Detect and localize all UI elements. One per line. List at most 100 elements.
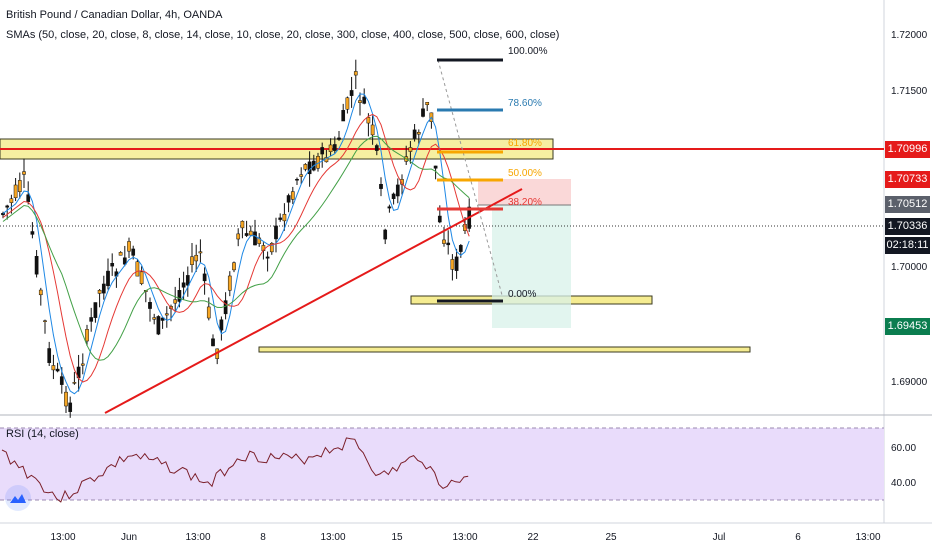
candle-body bbox=[450, 259, 455, 270]
candle-body bbox=[328, 144, 333, 152]
candle-body bbox=[64, 391, 68, 407]
candle-body bbox=[206, 306, 211, 319]
rsi-line bbox=[1, 437, 469, 503]
candle-body bbox=[5, 205, 10, 208]
candle-body bbox=[416, 131, 421, 135]
candle-body bbox=[59, 376, 64, 385]
candle-body bbox=[97, 289, 102, 294]
candle-body bbox=[412, 129, 417, 139]
candle-body bbox=[194, 254, 199, 262]
candle-body bbox=[127, 241, 131, 252]
candle-body bbox=[374, 145, 379, 151]
fib-label-50: 50.00% bbox=[508, 168, 542, 179]
time-label: 8 bbox=[260, 532, 266, 543]
time-label: 13:00 bbox=[320, 532, 345, 543]
stop-loss-box[interactable] bbox=[478, 179, 571, 205]
candle-body bbox=[106, 270, 110, 287]
time-label: Jul bbox=[713, 532, 726, 543]
time-axis[interactable]: 13:00 Jun 13:00 8 13:00 15 13:00 22 25 J… bbox=[50, 532, 880, 543]
candle-body bbox=[454, 256, 459, 271]
candle-body bbox=[345, 97, 350, 110]
candle-body bbox=[421, 108, 425, 117]
candle-body bbox=[72, 382, 77, 384]
time-label: 25 bbox=[605, 532, 617, 543]
fib-label-61: 61.80% bbox=[508, 138, 542, 149]
stop-price-tag: 1.70733 bbox=[885, 171, 930, 188]
candle-body bbox=[425, 101, 430, 105]
symbol-title[interactable]: British Pound / Canadian Dollar, 4h, OAN… bbox=[6, 9, 223, 21]
candle-body bbox=[80, 363, 85, 366]
candle-body bbox=[341, 110, 346, 122]
take-profit-box[interactable] bbox=[492, 205, 571, 328]
candle-body bbox=[253, 231, 257, 246]
candle-body bbox=[122, 257, 127, 265]
candle-body bbox=[442, 239, 446, 244]
time-label: 13:00 bbox=[855, 532, 880, 543]
candle-body bbox=[332, 144, 337, 151]
candle-body bbox=[391, 193, 396, 199]
target-price-tag: 1.69453 bbox=[885, 318, 930, 335]
candle-body bbox=[269, 243, 274, 253]
candle-body bbox=[408, 147, 413, 152]
last-price-tag: 1.70336 bbox=[885, 218, 930, 235]
candle-body bbox=[34, 256, 39, 275]
candle-body bbox=[211, 338, 215, 347]
candle-body bbox=[85, 329, 89, 342]
candle-body bbox=[13, 184, 18, 199]
candle-body bbox=[244, 233, 249, 236]
sma-line bbox=[2, 135, 470, 361]
candle-body bbox=[101, 283, 106, 294]
rsi-tick: 40.00 bbox=[891, 478, 916, 489]
fib-label-100: 100.00% bbox=[508, 46, 548, 57]
candle-body bbox=[240, 220, 245, 229]
candle-body bbox=[299, 174, 304, 177]
candle-body bbox=[110, 263, 115, 267]
time-label: 22 bbox=[527, 532, 539, 543]
candle-body bbox=[9, 198, 14, 203]
entry-price-tag: 1.70512 bbox=[885, 196, 930, 213]
rsi-band bbox=[0, 428, 884, 500]
candle-body bbox=[349, 90, 354, 96]
candle-body bbox=[337, 137, 341, 140]
price-tick: 1.72000 bbox=[891, 30, 928, 41]
candle-body bbox=[30, 231, 35, 235]
candle-body bbox=[303, 164, 308, 170]
candle-body bbox=[190, 256, 194, 265]
support-zone[interactable] bbox=[258, 346, 751, 353]
time-label: Jun bbox=[121, 532, 137, 543]
candle-body bbox=[370, 124, 375, 136]
trendline[interactable] bbox=[104, 188, 523, 414]
candle-body bbox=[383, 229, 388, 240]
candle-body bbox=[387, 206, 392, 209]
price-tick: 1.70000 bbox=[891, 262, 928, 273]
candle-body bbox=[139, 271, 144, 284]
candle-body bbox=[43, 320, 47, 322]
candle-body bbox=[26, 194, 31, 203]
candle-body bbox=[236, 233, 241, 240]
candle-body bbox=[202, 273, 207, 282]
time-label: 13:00 bbox=[50, 532, 75, 543]
candle-body bbox=[248, 230, 253, 236]
fib-diagonal bbox=[437, 59, 503, 296]
price-tick: 1.69000 bbox=[891, 377, 928, 388]
candle-body bbox=[89, 317, 94, 322]
candle-body bbox=[198, 251, 203, 254]
candle-body bbox=[232, 262, 236, 271]
rsi-legend[interactable]: RSI (14, close) bbox=[6, 428, 79, 440]
candle-body bbox=[22, 171, 26, 175]
candle-body bbox=[395, 184, 400, 197]
candle-body bbox=[68, 402, 73, 412]
candle-body bbox=[156, 316, 161, 335]
tradingview-logo-icon[interactable] bbox=[5, 485, 31, 511]
candle-body bbox=[164, 313, 169, 316]
candle-body bbox=[131, 248, 136, 256]
fib-label-78: 78.60% bbox=[508, 98, 542, 109]
candle-body bbox=[290, 191, 295, 200]
candle-body bbox=[437, 215, 442, 223]
candle-body bbox=[458, 245, 463, 252]
sma-legend[interactable]: SMAs (50, close, 20, close, 8, close, 14… bbox=[6, 29, 560, 41]
candle-body bbox=[274, 225, 278, 240]
fib-retracement[interactable]: 100.00% 78.60% 61.80% 50.00% 38.20% 0.00… bbox=[437, 46, 548, 303]
